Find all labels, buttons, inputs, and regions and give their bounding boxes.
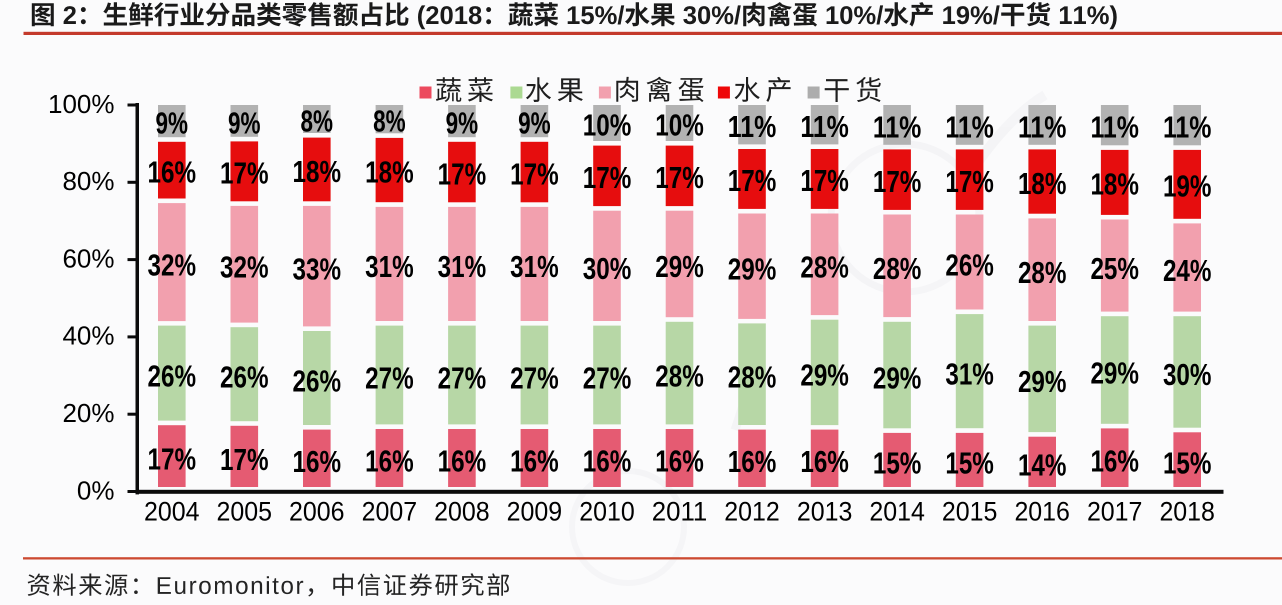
svg-text:26%: 26% [220,360,269,395]
svg-text:16%: 16% [1090,443,1139,478]
svg-text:31%: 31% [945,357,994,392]
svg-text:16%: 16% [728,444,777,479]
svg-text:29%: 29% [728,252,777,287]
svg-text:10%: 10% [583,108,632,143]
svg-text:40%: 40% [62,321,114,351]
svg-text:15%: 15% [873,446,922,481]
svg-text:18%: 18% [365,154,414,189]
svg-text:26%: 26% [148,358,197,393]
svg-text:31%: 31% [438,249,487,284]
svg-text:30%: 30% [583,251,632,286]
svg-text:17%: 17% [945,164,994,199]
svg-text:32%: 32% [148,247,197,282]
svg-text:29%: 29% [1090,355,1139,390]
svg-text:14%: 14% [1018,448,1067,483]
svg-text:17%: 17% [655,160,704,195]
svg-text:2008: 2008 [434,497,490,527]
svg-text:2006: 2006 [289,497,345,527]
svg-text:17%: 17% [220,442,269,477]
svg-text:2014: 2014 [869,497,925,527]
svg-text:2011: 2011 [652,497,708,527]
svg-text:0%: 0% [77,475,115,505]
svg-text:16%: 16% [365,444,414,479]
svg-text:2009: 2009 [507,497,563,527]
svg-text:11%: 11% [945,109,994,144]
svg-text:60%: 60% [62,243,114,273]
svg-text:2013: 2013 [797,497,853,527]
svg-text:2004: 2004 [144,497,200,527]
svg-text:29%: 29% [655,249,704,284]
svg-text:2012: 2012 [724,497,780,527]
svg-text:28%: 28% [1018,255,1067,290]
svg-text:2010: 2010 [579,497,635,527]
svg-text:10%: 10% [655,108,704,143]
svg-text:80%: 80% [62,166,114,196]
svg-text:26%: 26% [293,363,342,398]
svg-text:28%: 28% [728,360,777,395]
svg-text:16%: 16% [510,444,559,479]
svg-text:16%: 16% [583,444,632,479]
svg-text:17%: 17% [728,163,777,198]
svg-text:11%: 11% [873,109,922,144]
svg-text:11%: 11% [728,109,777,144]
svg-text:31%: 31% [365,249,414,284]
svg-text:27%: 27% [365,360,414,395]
svg-text:18%: 18% [1018,166,1067,201]
svg-text:18%: 18% [1090,167,1139,202]
svg-text:9%: 9% [446,106,479,141]
svg-text:18%: 18% [293,154,342,189]
svg-text:27%: 27% [583,360,632,395]
svg-text:15%: 15% [1163,445,1212,480]
svg-text:33%: 33% [293,252,342,287]
svg-text:11%: 11% [1090,110,1139,145]
svg-text:17%: 17% [220,156,269,191]
svg-text:20%: 20% [62,398,114,428]
svg-text:16%: 16% [293,444,342,479]
svg-text:8%: 8% [373,104,406,139]
svg-text:17%: 17% [583,160,632,195]
svg-text:17%: 17% [510,156,559,191]
svg-text:17%: 17% [148,442,197,477]
svg-text:15%: 15% [945,446,994,481]
svg-text:27%: 27% [438,360,487,395]
svg-text:16%: 16% [148,154,197,189]
svg-text:31%: 31% [510,249,559,284]
svg-text:26%: 26% [945,247,994,282]
svg-text:9%: 9% [228,105,261,140]
svg-text:2005: 2005 [217,497,273,527]
svg-text:19%: 19% [1163,169,1212,204]
svg-text:9%: 9% [156,106,189,141]
svg-text:30%: 30% [1163,357,1212,392]
svg-text:29%: 29% [1018,364,1067,399]
svg-text:11%: 11% [1018,109,1067,144]
svg-text:2007: 2007 [362,497,418,527]
svg-text:16%: 16% [438,444,487,479]
svg-text:17%: 17% [800,163,849,198]
svg-text:27%: 27% [510,360,559,395]
svg-text:11%: 11% [800,109,849,144]
svg-text:9%: 9% [518,106,551,141]
svg-text:28%: 28% [800,250,849,285]
svg-text:2018: 2018 [1159,497,1215,527]
svg-text:29%: 29% [800,358,849,393]
svg-text:25%: 25% [1090,251,1139,286]
svg-text:28%: 28% [873,251,922,286]
svg-text:2016: 2016 [1014,497,1070,527]
svg-text:2015: 2015 [942,497,998,527]
svg-text:16%: 16% [655,444,704,479]
svg-text:24%: 24% [1163,253,1212,288]
svg-text:17%: 17% [873,164,922,199]
svg-text:2017: 2017 [1087,497,1143,527]
svg-text:11%: 11% [1163,110,1212,145]
svg-text:100%: 100% [48,89,115,119]
svg-text:28%: 28% [655,358,704,393]
svg-text:17%: 17% [438,156,487,191]
svg-text:32%: 32% [220,250,269,285]
svg-text:8%: 8% [301,104,334,139]
svg-text:16%: 16% [800,444,849,479]
svg-text:29%: 29% [873,360,922,395]
